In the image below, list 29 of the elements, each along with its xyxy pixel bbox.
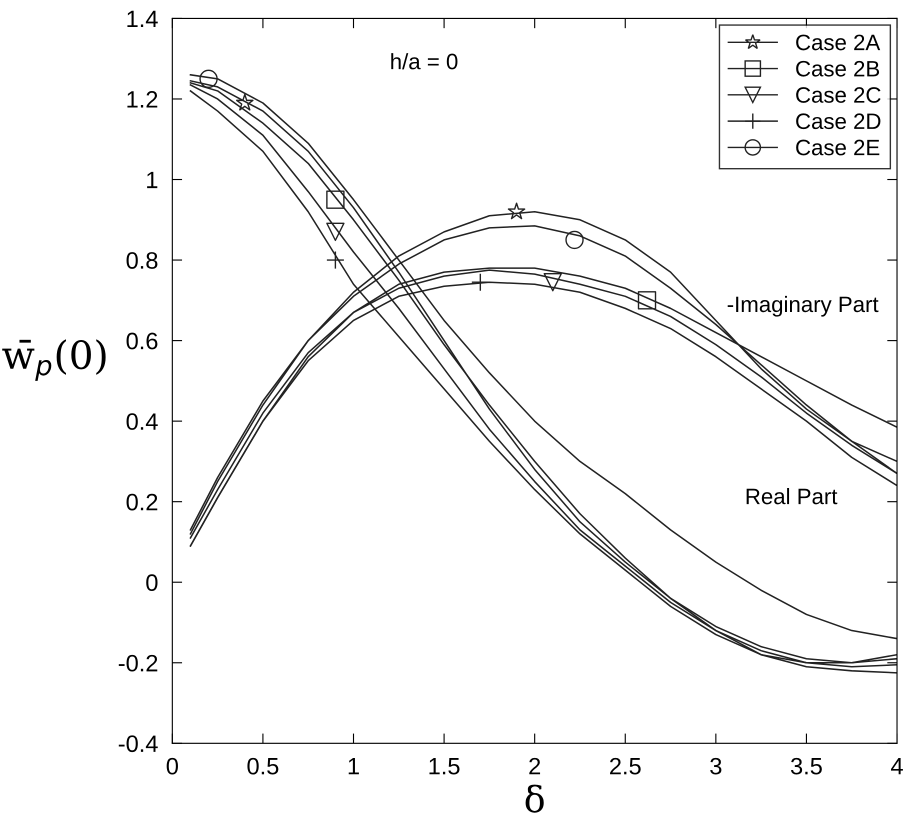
legend-label: Case 2E xyxy=(796,140,880,156)
x-tick-label: 3 xyxy=(710,758,722,775)
x-tick-label: 2.5 xyxy=(610,758,641,775)
y-tick-label: 0.8 xyxy=(126,252,158,269)
y-tick-label: 1.2 xyxy=(127,91,158,108)
x-tick-label: 1 xyxy=(348,758,359,774)
x-tick-label: 3.5 xyxy=(790,758,822,775)
y-tick-label: 1.4 xyxy=(127,10,158,27)
y-tick-label: -0.2 xyxy=(118,654,158,672)
y-axis-title: w̄$_{p}$(0) xyxy=(2,339,106,381)
y-tick-label: 0.2 xyxy=(126,494,158,510)
y-tick-label: 0 xyxy=(146,574,158,592)
y-tick-label: 0.4 xyxy=(126,413,158,430)
y-tick-label: 0.6 xyxy=(126,332,158,350)
x-tick-label: 0 xyxy=(166,758,178,775)
annotation: Real Part xyxy=(746,488,838,504)
y-tick-label: -0.4 xyxy=(118,735,158,752)
annotation: h/a = 0 xyxy=(391,53,458,70)
x-tick-label: 2 xyxy=(529,758,540,774)
x-tick-label: 0.5 xyxy=(247,758,278,775)
legend-label: Case 2B xyxy=(796,60,880,77)
x-tick-label: 1.5 xyxy=(429,758,460,775)
x-axis-title: δ xyxy=(526,784,544,813)
annotation: -Imaginary Part xyxy=(728,296,878,317)
x-tick-label: 4 xyxy=(891,758,903,774)
y-tick-label: 1 xyxy=(147,172,158,188)
legend-label: Case 2C xyxy=(796,87,881,103)
legend-label: Case 2D xyxy=(796,113,880,130)
legend-label: Case 2A xyxy=(796,34,880,50)
